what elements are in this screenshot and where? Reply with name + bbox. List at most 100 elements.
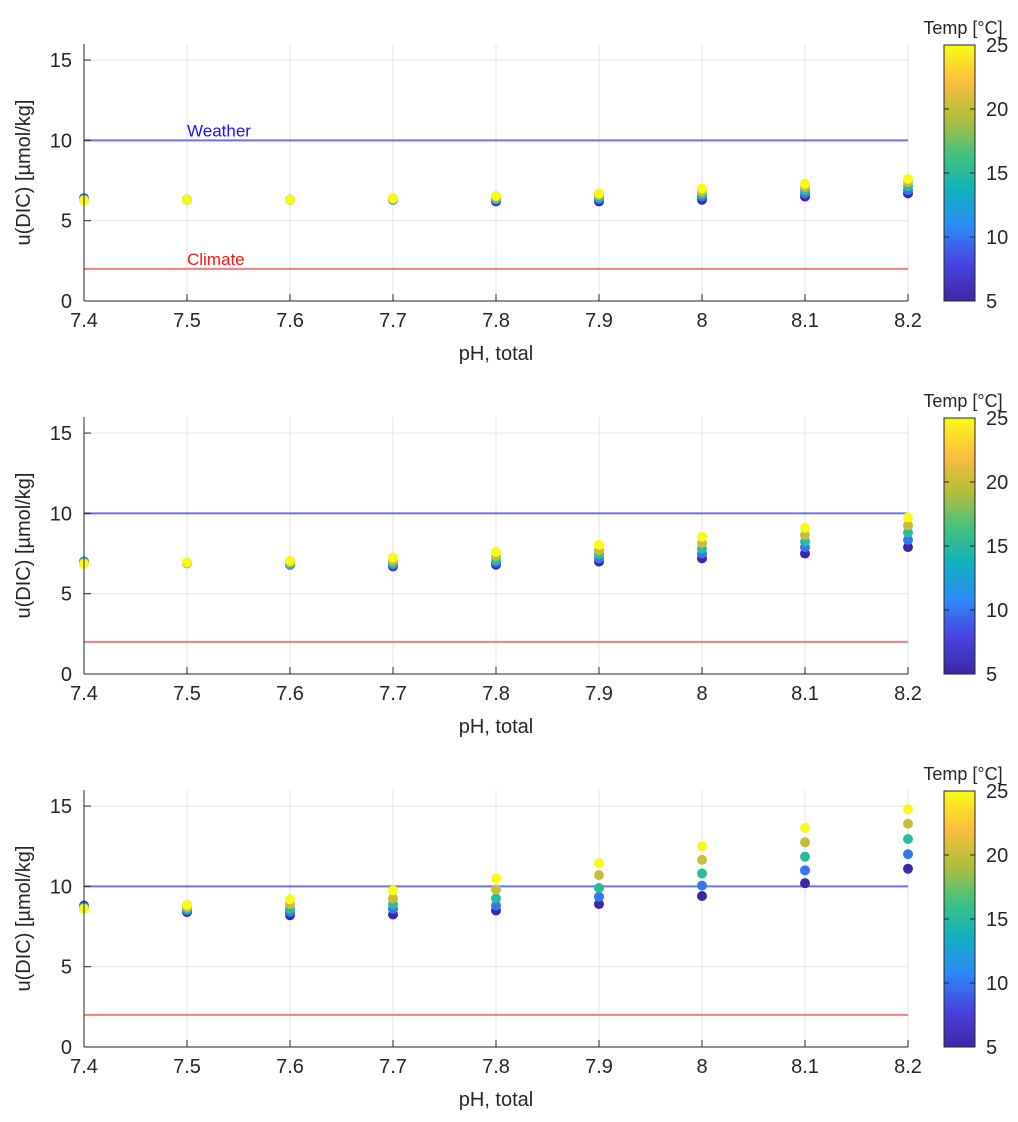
x-tick-label: 8.1 — [791, 683, 819, 705]
data-point — [903, 527, 913, 538]
y-tick-label: 0 — [61, 291, 72, 313]
data-point — [800, 878, 810, 889]
x-tick-label: 7.5 — [173, 310, 201, 332]
data-point — [697, 841, 707, 852]
x-tick-label: 7.8 — [482, 683, 510, 705]
data-point — [903, 512, 913, 523]
data-point — [594, 188, 604, 199]
y-tick-label: 10 — [50, 503, 72, 525]
colorbar-tick-label: 5 — [986, 291, 997, 313]
x-tick-label: 7.6 — [276, 1056, 304, 1078]
data-point — [182, 899, 192, 910]
data-point — [491, 873, 501, 884]
x-axis-label: pH, total — [459, 1089, 533, 1111]
y-tick-label: 5 — [61, 957, 72, 979]
y-tick-label: 0 — [61, 1037, 72, 1059]
data-point — [388, 893, 398, 904]
x-tick-label: 7.9 — [585, 310, 613, 332]
data-point — [903, 818, 913, 829]
x-tick-label: 8.2 — [894, 310, 922, 332]
x-axis-label: pH, total — [459, 716, 533, 738]
colorbar-tick-label: 5 — [986, 664, 997, 686]
colorbar-tick-label: 10 — [986, 227, 1008, 249]
x-tick-label: 7.4 — [70, 683, 98, 705]
y-axis-label: u(DIC) [µmol/kg] — [13, 846, 35, 992]
x-axis-label: pH, total — [459, 343, 533, 365]
data-point — [388, 552, 398, 563]
x-tick-label: 7.8 — [482, 310, 510, 332]
data-point — [903, 863, 913, 874]
data-point — [903, 804, 913, 815]
x-tick-label: 7.5 — [173, 1056, 201, 1078]
data-point — [388, 885, 398, 896]
x-tick-label: 7.6 — [276, 683, 304, 705]
data-point — [800, 530, 810, 541]
colorbar-tick-label: 25 — [986, 35, 1008, 57]
data-point — [903, 534, 913, 545]
colorbar-tick-label: 15 — [986, 909, 1008, 931]
data-point — [491, 190, 501, 201]
y-tick-label: 5 — [61, 211, 72, 233]
colorbar-label: Temp [°C] — [923, 764, 1002, 784]
colorbar-tick-label: 15 — [986, 536, 1008, 558]
data-point — [800, 837, 810, 848]
data-point — [697, 183, 707, 194]
data-point — [903, 173, 913, 184]
data-point — [285, 194, 295, 205]
data-point — [491, 884, 501, 895]
colorbar-tick-label: 20 — [986, 845, 1008, 867]
x-tick-label: 7.4 — [70, 1056, 98, 1078]
data-point — [594, 870, 604, 881]
x-tick-label: 8.1 — [791, 310, 819, 332]
panel-1: Weather Climate 7.4 7.5 7.6 7.7 7.8 7.9 8 8.1 8.2 0… — [13, 18, 1008, 365]
data-point — [903, 520, 913, 531]
x-tick-label: 7.6 — [276, 310, 304, 332]
data-point — [594, 891, 604, 902]
x-tick-label: 8 — [696, 310, 707, 332]
y-tick-label: 5 — [61, 584, 72, 606]
y-axis-label: u(DIC) [µmol/kg] — [13, 100, 35, 246]
data-point — [182, 194, 192, 205]
x-tick-label: 8 — [696, 683, 707, 705]
colorbar-tick-label: 20 — [986, 472, 1008, 494]
colorbar-tick-label: 15 — [986, 163, 1008, 185]
y-tick-label: 0 — [61, 664, 72, 686]
data-point — [697, 880, 707, 891]
data-point — [594, 899, 604, 910]
data-point — [285, 894, 295, 905]
data-point — [697, 868, 707, 879]
data-point — [594, 882, 604, 893]
x-tick-label: 7.7 — [379, 1056, 407, 1078]
data-point — [491, 893, 501, 904]
reference-line-label: Climate — [187, 250, 245, 269]
data-point — [697, 891, 707, 902]
x-tick-label: 7.7 — [379, 310, 407, 332]
colorbar-tick-label: 20 — [986, 99, 1008, 121]
x-tick-label: 7.7 — [379, 683, 407, 705]
x-tick-label: 8.1 — [791, 1056, 819, 1078]
data-point — [800, 822, 810, 833]
y-tick-label: 10 — [50, 130, 72, 152]
data-point — [182, 557, 192, 568]
data-point — [491, 900, 501, 911]
x-tick-label: 7.9 — [585, 683, 613, 705]
data-point — [388, 193, 398, 204]
data-point — [594, 858, 604, 869]
x-tick-label: 7.4 — [70, 310, 98, 332]
panel-2: 7.4 7.5 7.6 7.7 7.8 7.9 8 8.1 8.2 0 5 10 15 pH, total… — [13, 391, 1008, 738]
data-point — [285, 555, 295, 566]
colorbar-tick-label: 25 — [986, 408, 1008, 430]
colorbar-tick-label: 10 — [986, 600, 1008, 622]
colorbar-tick-label: 10 — [986, 973, 1008, 995]
y-tick-label: 15 — [50, 50, 72, 72]
reference-line-label: Weather — [187, 121, 251, 140]
x-tick-label: 7.8 — [482, 1056, 510, 1078]
colorbar-label: Temp [°C] — [923, 391, 1002, 411]
colorbar — [943, 417, 976, 675]
data-point — [800, 851, 810, 862]
panel-3: 7.4 7.5 7.6 7.7 7.8 7.9 8 8.1 8.2 0 5 10 15 pH, total… — [13, 764, 1008, 1111]
y-tick-label: 15 — [50, 423, 72, 445]
x-tick-label: 7.9 — [585, 1056, 613, 1078]
data-point — [594, 539, 604, 550]
